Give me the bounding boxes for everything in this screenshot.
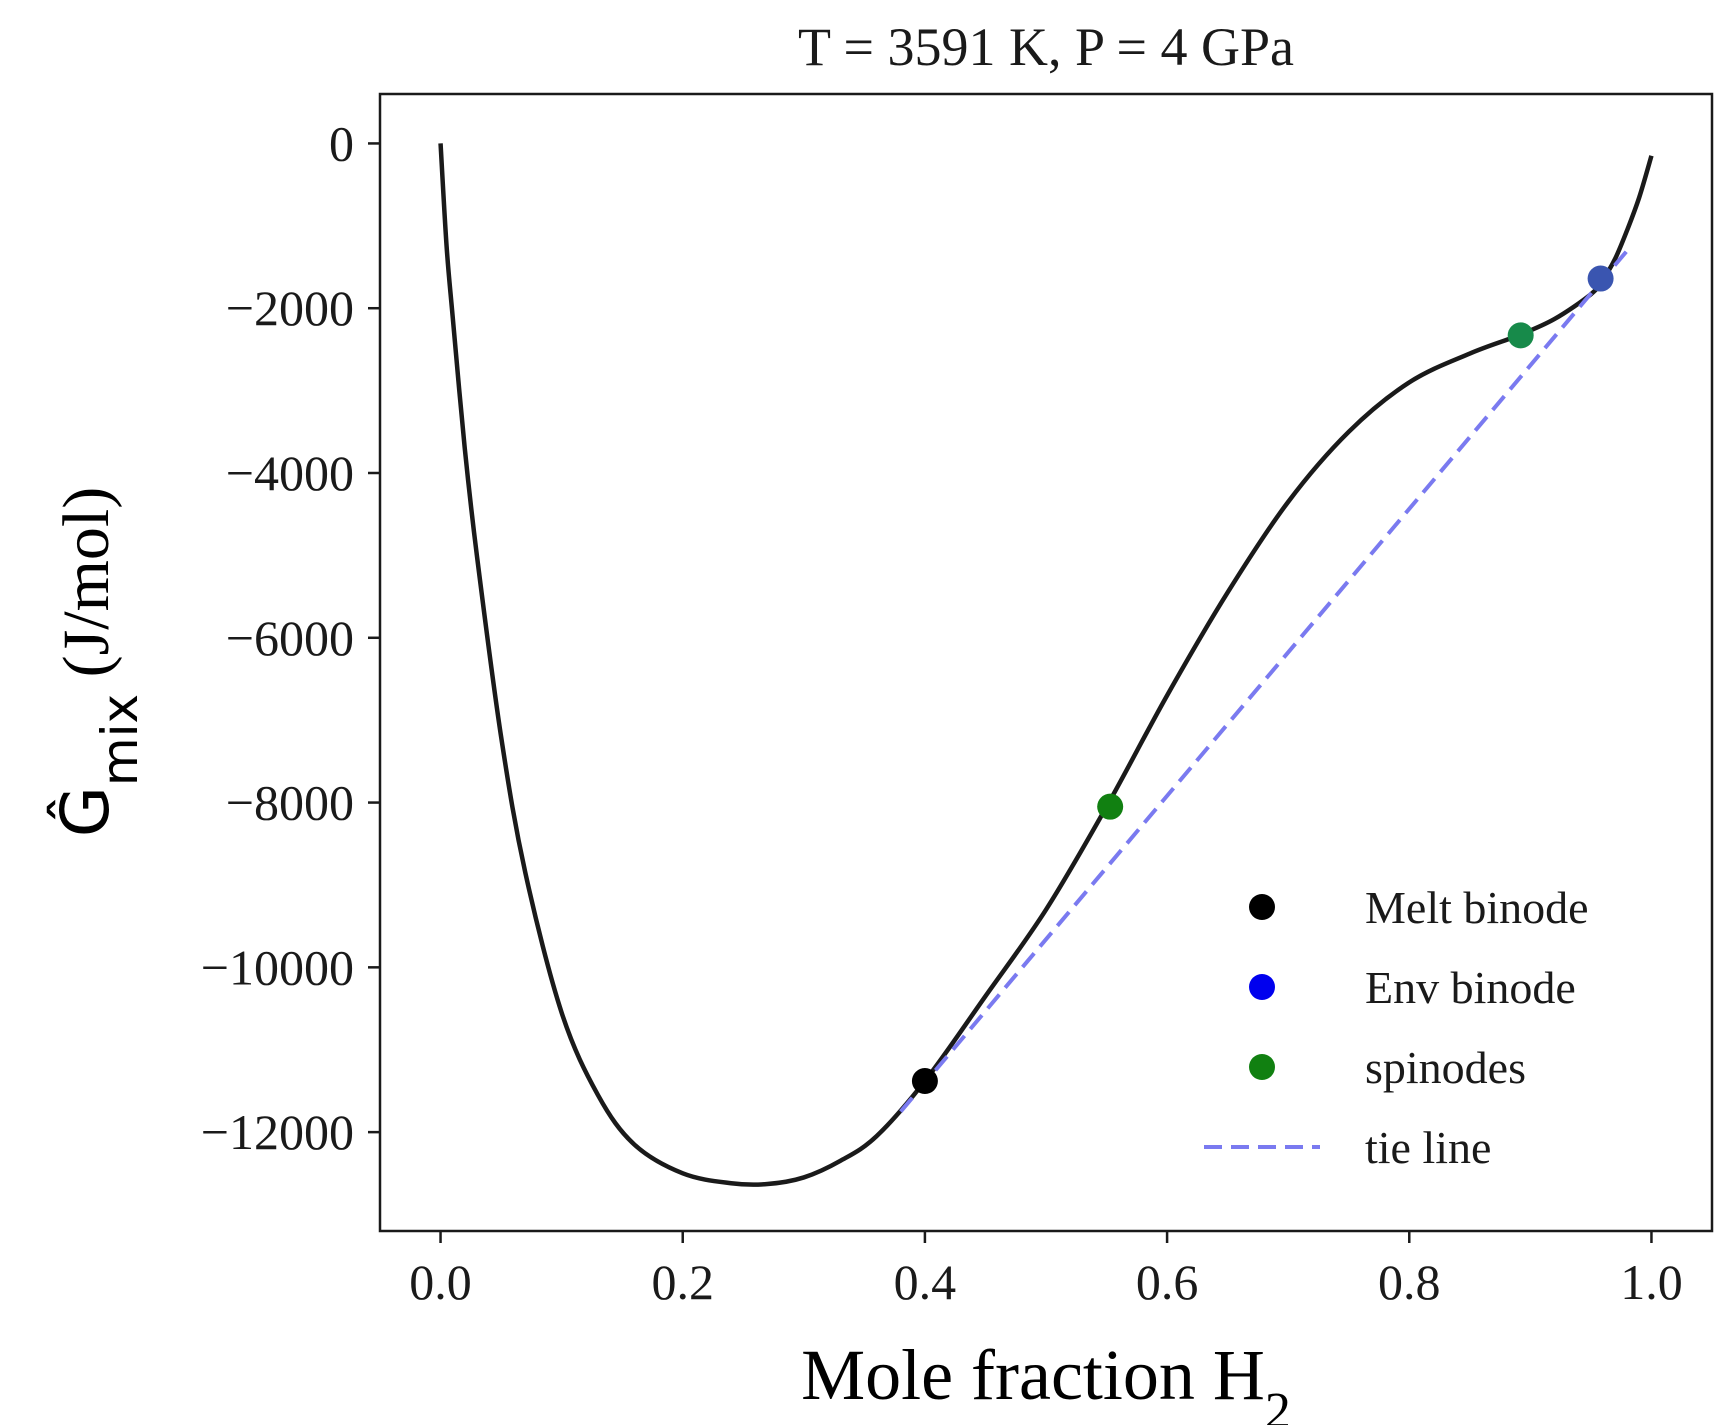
legend-marker-melt-binode — [1249, 894, 1275, 920]
legend-label-tie-line: tie line — [1365, 1122, 1491, 1173]
x-tick-label: 0.8 — [1378, 1254, 1441, 1310]
x-axis-label-subscript: 2 — [1265, 1383, 1291, 1425]
legend-label-spinodes: spinodes — [1365, 1042, 1526, 1093]
point-spinodes-2 — [1507, 322, 1534, 349]
legend-label-env-binode: Env binode — [1365, 962, 1576, 1013]
x-tick-label: 0.4 — [894, 1254, 957, 1310]
x-tick-label: 0.0 — [409, 1254, 472, 1310]
legend-label-melt-binode: Melt binode — [1365, 882, 1589, 933]
x-axis-ticks: 0.0 0.2 0.4 0.6 0.8 1.0 — [409, 1231, 1683, 1310]
y-tick-label: −8000 — [226, 775, 354, 831]
x-axis-label: Mole fraction H2 — [801, 1335, 1291, 1425]
series-gmix-curve — [438, 143, 1654, 1187]
x-axis-label-text: Mole fraction H — [801, 1335, 1265, 1415]
chart-title: T = 3591 K, P = 4 GPa — [798, 17, 1294, 77]
legend-marker-env-binode — [1249, 974, 1275, 1000]
y-tick-label: −4000 — [226, 445, 354, 501]
y-tick-label: 0 — [329, 115, 354, 171]
y-axis-label-subscript: mix — [91, 694, 149, 786]
y-tick-label: −2000 — [226, 280, 354, 336]
y-tick-label: −6000 — [226, 610, 354, 666]
point-melt-binode-0 — [911, 1068, 938, 1095]
series-layer — [438, 143, 1654, 1187]
x-tick-label: 1.0 — [1620, 1254, 1683, 1310]
legend-marker-spinodes — [1249, 1054, 1275, 1080]
y-axis-label-units: (J/mol) — [50, 487, 123, 694]
y-axis-label: Ĝmix (J/mol) — [46, 487, 149, 838]
legend: Melt binode Env binode spinodes tie line — [1204, 882, 1589, 1173]
point-env-binode-3 — [1587, 265, 1614, 292]
y-tick-label: −12000 — [201, 1104, 354, 1160]
points-layer — [911, 265, 1614, 1095]
y-axis-ticks: 0 −2000 −4000 −6000 −8000 −10000 −12000 — [201, 115, 380, 1160]
y-axis-label-symbol: Ĝ — [46, 786, 124, 837]
point-spinodes-1 — [1097, 793, 1124, 820]
x-tick-label: 0.2 — [651, 1254, 714, 1310]
plot-frame — [378, 92, 1714, 1233]
x-tick-label: 0.6 — [1136, 1254, 1199, 1310]
y-tick-label: −10000 — [201, 939, 354, 995]
